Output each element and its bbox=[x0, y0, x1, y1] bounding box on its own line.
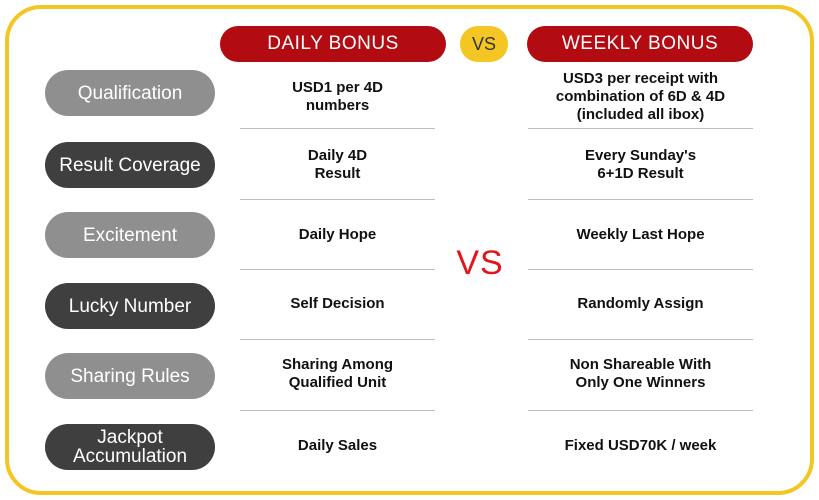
row-divider bbox=[528, 128, 753, 129]
row-label-qualification: Qualification bbox=[45, 70, 215, 116]
weekly-cell-sharing-rules: Non Shareable With Only One Winners bbox=[569, 356, 712, 391]
weekly-cell-result-coverage: Every Sunday's 6+1D Result bbox=[584, 147, 697, 182]
daily-cell-sharing-rules: Sharing Among Qualified Unit bbox=[281, 356, 394, 391]
row-divider bbox=[240, 199, 435, 200]
row-divider bbox=[240, 128, 435, 129]
daily-cell-excitement: Daily Hope bbox=[298, 226, 377, 243]
weekly-cell-excitement: Weekly Last Hope bbox=[576, 226, 705, 243]
daily-cell-qualification: USD1 per 4D numbers bbox=[292, 79, 383, 114]
daily-cell-result-coverage: Daily 4D Result bbox=[307, 147, 368, 182]
row-divider bbox=[528, 269, 753, 270]
weekly-cell-jackpot-accumulation: Fixed USD70K / week bbox=[564, 437, 717, 454]
row-divider bbox=[528, 199, 753, 200]
row-label-sharing-rules: Sharing Rules bbox=[45, 353, 215, 399]
row-label-jackpot-accumulation: Jackpot Accumulation bbox=[45, 424, 215, 470]
vs-badge: VS bbox=[460, 26, 508, 62]
weekly-cell-lucky-number: Randomly Assign bbox=[577, 295, 704, 312]
row-divider bbox=[240, 410, 435, 411]
row-label-result-coverage: Result Coverage bbox=[45, 142, 215, 188]
row-divider bbox=[240, 339, 435, 340]
daily-cell-jackpot-accumulation: Daily Sales bbox=[297, 437, 378, 454]
row-divider bbox=[528, 410, 753, 411]
daily-bonus-header: DAILY BONUS bbox=[220, 26, 446, 62]
weekly-cell-qualification: USD3 per receipt with combination of 6D … bbox=[555, 70, 726, 123]
row-divider bbox=[240, 269, 435, 270]
daily-cell-lucky-number: Self Decision bbox=[290, 295, 385, 312]
row-divider bbox=[528, 339, 753, 340]
center-vs-text: VS bbox=[456, 244, 504, 282]
weekly-bonus-header: WEEKLY BONUS bbox=[527, 26, 753, 62]
row-label-lucky-number: Lucky Number bbox=[45, 283, 215, 329]
row-label-excitement: Excitement bbox=[45, 212, 215, 258]
